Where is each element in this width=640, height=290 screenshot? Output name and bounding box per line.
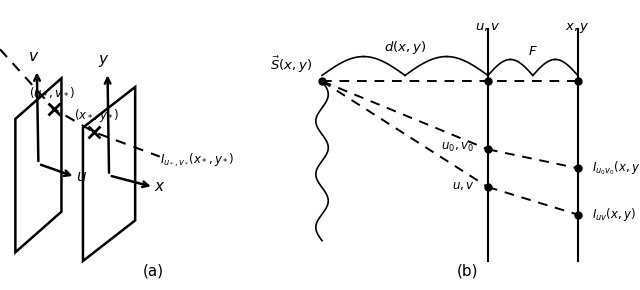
Text: $I_{uv}(x,y)$: $I_{uv}(x,y)$ bbox=[591, 206, 636, 223]
Text: $I_{u_0v_0}(x,y)$: $I_{u_0v_0}(x,y)$ bbox=[591, 160, 640, 177]
Text: $u_0, v_0$: $u_0, v_0$ bbox=[442, 141, 474, 155]
Text: (a): (a) bbox=[143, 263, 164, 278]
Text: $d(x,y)$: $d(x,y)$ bbox=[384, 39, 426, 56]
Text: $F$: $F$ bbox=[528, 45, 538, 57]
Text: $u,v$: $u,v$ bbox=[476, 21, 500, 33]
Text: $(u_*, v_*)$: $(u_*, v_*)$ bbox=[29, 85, 76, 99]
Text: $u,v$: $u,v$ bbox=[452, 179, 474, 192]
Text: (b): (b) bbox=[456, 263, 478, 278]
Text: $(x_*, y_*)$: $(x_*, y_*)$ bbox=[74, 107, 120, 124]
Text: $I_{u_*,v_*}(x_*, y_*)$: $I_{u_*,v_*}(x_*, y_*)$ bbox=[160, 151, 234, 168]
Text: $\vec{S}(x,y)$: $\vec{S}(x,y)$ bbox=[269, 54, 312, 75]
Text: $y$: $y$ bbox=[98, 53, 109, 69]
Text: $x$: $x$ bbox=[154, 180, 166, 194]
Text: $u$: $u$ bbox=[76, 169, 87, 184]
Text: $x,y$: $x,y$ bbox=[565, 21, 590, 35]
Text: $v$: $v$ bbox=[28, 49, 39, 64]
